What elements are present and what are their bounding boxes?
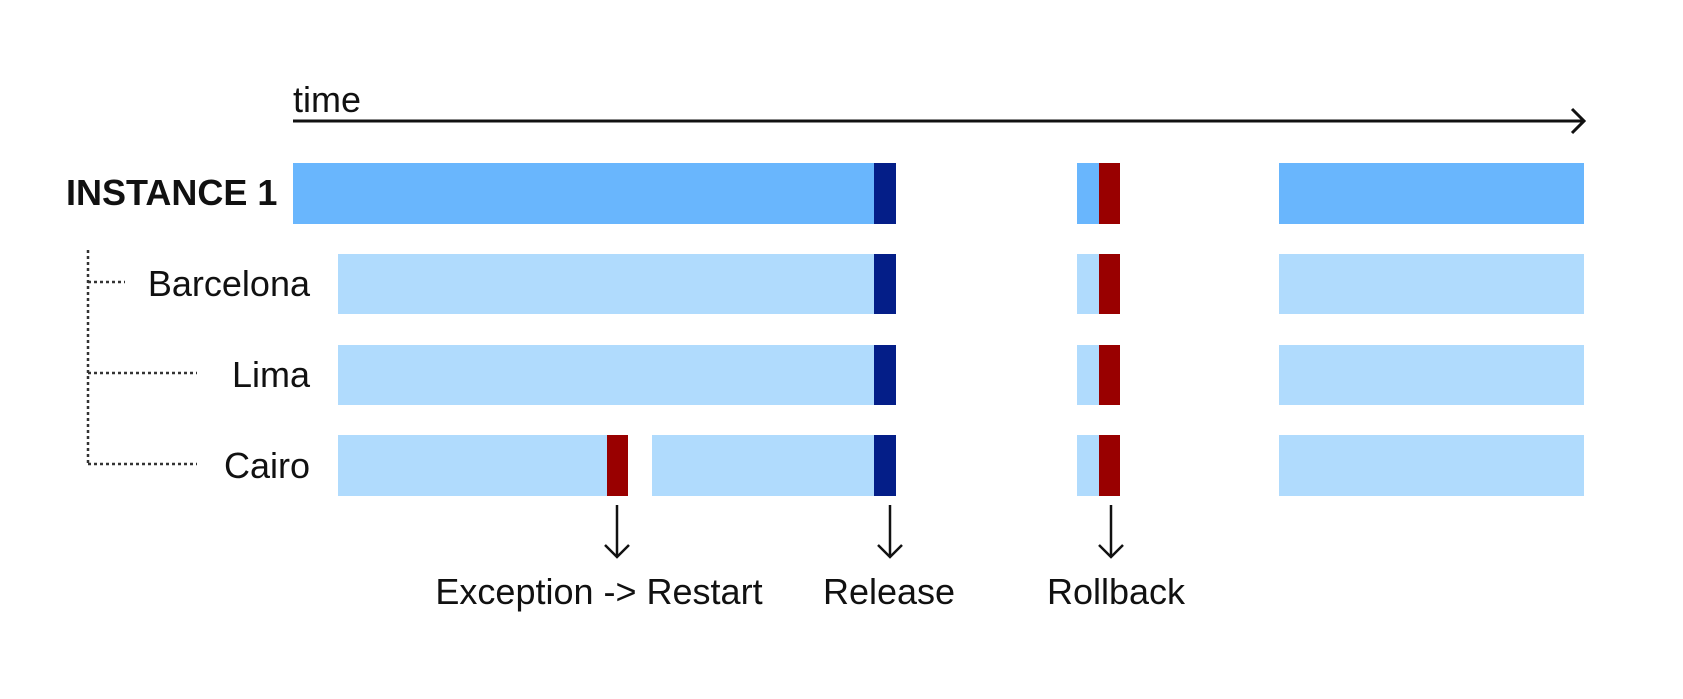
region-label-barcelona: Barcelona xyxy=(148,263,311,304)
event-label-exception: Exception -> Restart xyxy=(435,571,762,612)
region-release-marker xyxy=(874,435,896,496)
region-running-segment xyxy=(338,254,874,314)
region-rollback-marker xyxy=(1099,254,1120,314)
region-rollback-marker xyxy=(1099,345,1120,405)
region-label-lima: Lima xyxy=(232,354,311,395)
release-arrow-icon xyxy=(877,505,903,559)
instance-release-marker xyxy=(874,163,896,224)
region-row-cairo xyxy=(338,435,1584,496)
region-release-marker xyxy=(874,254,896,314)
region-release-marker xyxy=(874,345,896,405)
instance-running-segment xyxy=(1279,163,1584,224)
instance-row xyxy=(293,163,1584,224)
event-label-release: Release xyxy=(823,571,955,612)
region-running-segment xyxy=(1279,345,1584,405)
region-running-segment xyxy=(1279,435,1584,496)
instance-running-segment xyxy=(293,163,874,224)
instance-running-segment xyxy=(1077,163,1099,224)
region-running-segment xyxy=(1279,254,1584,314)
region-row-barcelona xyxy=(338,254,1584,314)
region-running-segment xyxy=(1077,435,1099,496)
instance-rollback-marker xyxy=(1099,163,1120,224)
exception-arrow-icon xyxy=(604,505,630,559)
region-running-segment xyxy=(338,345,874,405)
region-running-segment xyxy=(1077,345,1099,405)
time-axis-arrowhead-icon xyxy=(1570,107,1587,135)
instance-label: INSTANCE 1 xyxy=(66,172,277,213)
region-label-cairo: Cairo xyxy=(224,445,310,486)
region-tree-connector xyxy=(86,250,197,466)
region-rollback-marker xyxy=(1099,435,1120,496)
region-running-segment xyxy=(652,435,874,496)
rollback-arrow-icon xyxy=(1098,505,1124,559)
region-running-segment xyxy=(338,435,607,496)
region-row-lima xyxy=(338,345,1584,405)
region-exception-marker xyxy=(607,435,628,496)
region-running-segment xyxy=(1077,254,1099,314)
time-axis-label: time xyxy=(293,79,361,120)
event-label-rollback: Rollback xyxy=(1047,571,1186,612)
